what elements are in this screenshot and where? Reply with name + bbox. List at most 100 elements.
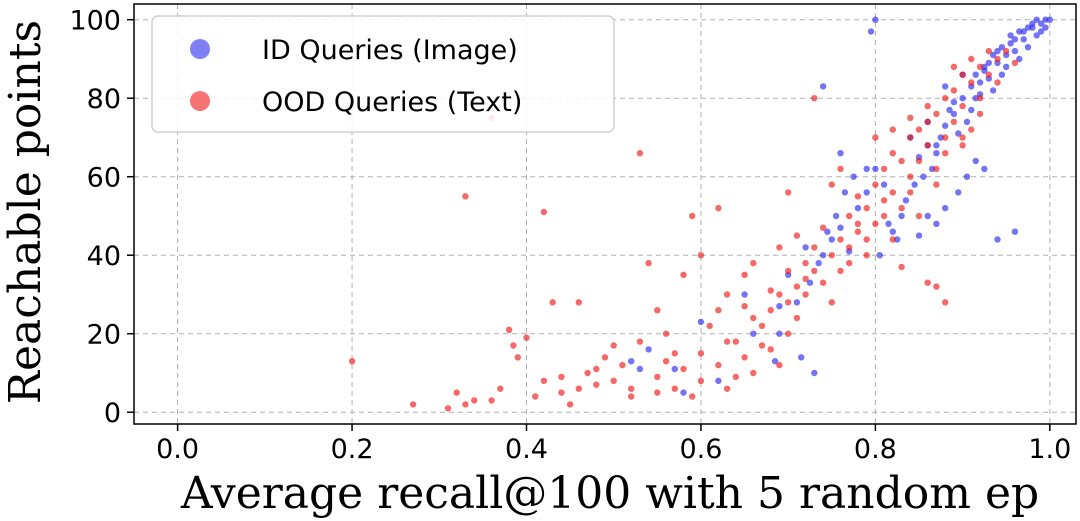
data-point [1016,28,1023,35]
data-point [706,322,713,330]
data-point [876,252,883,259]
data-point [523,334,530,341]
data-point [989,51,997,59]
data-point [697,252,705,259]
data-point [776,361,783,369]
data-point [771,358,779,365]
x-tick-label: 0.6 [679,434,722,465]
data-point [1037,20,1045,27]
data-point [610,342,617,349]
data-point [942,95,949,102]
data-point [854,220,862,227]
data-point [680,271,687,278]
data-point [785,189,792,196]
data-point [837,150,844,157]
data-point [915,232,923,239]
data-point [815,259,822,267]
data-point [793,283,801,290]
data-point [854,193,862,200]
y-tick-label: 100 [69,6,121,37]
data-point [972,157,979,165]
data-point [924,118,931,126]
data-point [837,165,844,173]
data-point [898,212,905,220]
data-point [732,338,739,345]
data-point [806,279,814,286]
data-point [785,330,792,337]
data-point [933,165,940,173]
data-point [1042,16,1049,23]
data-point [828,236,835,243]
data-point [776,244,783,251]
data-point [907,173,914,180]
x-axis-title: Average recall@100 with 5 random ep [180,468,1039,519]
data-point [697,318,705,326]
data-point [933,150,940,157]
x-tick-label: 1.0 [1028,434,1071,465]
data-point [959,102,966,110]
data-point [1029,20,1036,27]
data-point [1033,16,1040,23]
data-point [998,44,1006,51]
data-point [828,299,835,306]
data-point [837,224,844,231]
data-point [723,291,731,298]
data-point [741,271,748,278]
data-point [532,393,539,400]
data-point [1016,55,1023,63]
data-point [837,236,844,243]
series-ood-queries [348,47,1019,412]
data-point [828,181,835,188]
data-point [863,165,870,173]
y-tick-label: 60 [87,163,121,194]
data-point [889,236,896,243]
data-point [1011,228,1019,235]
data-point [575,299,582,306]
data-point [1003,47,1010,55]
data-point [959,71,966,78]
data-point [645,259,652,267]
data-point [680,365,687,373]
data-point [1037,28,1045,35]
data-point [933,220,940,227]
data-point [959,134,966,141]
data-point [824,228,831,235]
data-point [972,95,979,102]
data-point [510,342,517,349]
data-point [802,259,809,267]
data-point [837,267,844,275]
data-point [889,189,896,196]
data-point [798,354,805,361]
data-point [505,326,513,333]
data-point [968,126,975,133]
data-point [750,369,757,377]
data-point [1042,24,1049,31]
x-tick-label: 0.2 [331,434,374,465]
data-point [872,16,879,23]
data-point [850,173,857,180]
data-point [811,369,818,377]
data-point [462,193,469,200]
data-point [767,307,774,314]
data-point [1020,36,1027,43]
data-point [955,130,962,137]
data-point [994,55,1001,63]
data-point [972,71,979,78]
data-point [915,212,923,220]
data-point [645,346,652,353]
data-point [894,236,901,243]
data-point [942,204,949,212]
data-point [697,350,705,357]
data-point [793,299,801,306]
data-point [880,197,888,204]
data-point [654,389,661,396]
data-point [802,275,809,282]
data-point [671,365,678,373]
data-point [998,71,1006,78]
data-point [959,142,966,149]
data-point [942,299,949,306]
data-point [715,204,722,212]
data-point [880,165,888,173]
data-point [898,263,905,271]
